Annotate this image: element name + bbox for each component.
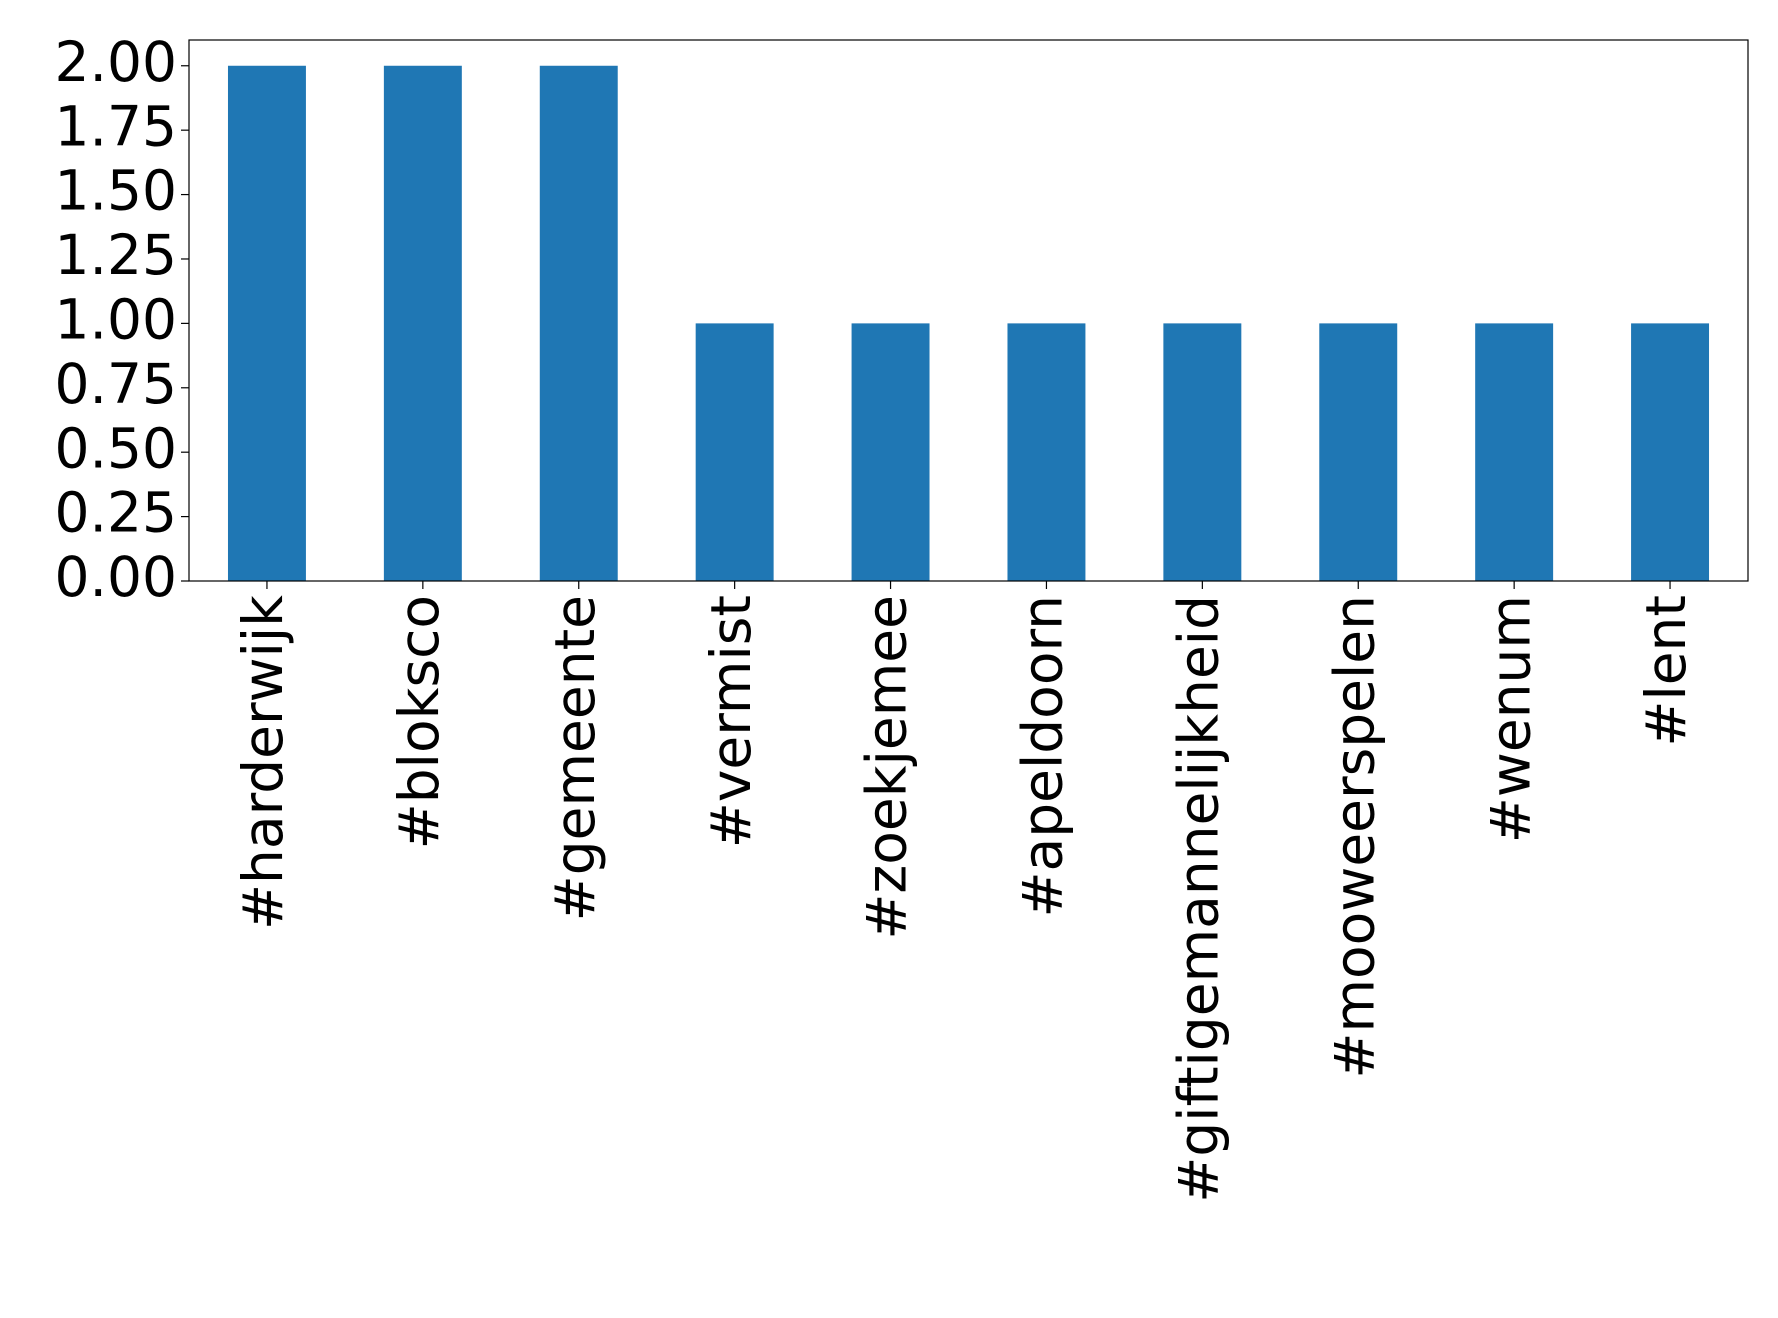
- bar: [227, 65, 306, 581]
- bar: [1319, 323, 1398, 581]
- plot-frame: [188, 39, 1749, 582]
- bar: [1007, 323, 1086, 581]
- y-tick-label: 1.00: [55, 288, 177, 352]
- x-tick-label: #mooweerspelen: [1322, 595, 1386, 1079]
- x-tick-label: #gemeente: [543, 595, 607, 921]
- bar: [1631, 323, 1710, 581]
- bar: [1163, 323, 1242, 581]
- bar: [695, 323, 774, 581]
- y-tick-label: 0.50: [55, 416, 177, 480]
- x-tick-label: #harderwijk: [231, 595, 295, 930]
- y-tick-label: 1.75: [55, 94, 177, 158]
- x-tick-label: #wenum: [1478, 595, 1542, 843]
- y-tick-label: 1.25: [55, 223, 177, 287]
- x-tick-label: #giftigemannelijkheid: [1166, 595, 1230, 1203]
- x-tick-label: #lent: [1634, 595, 1698, 747]
- bar: [1475, 323, 1554, 581]
- bar: [539, 65, 618, 581]
- bar: [383, 65, 462, 581]
- y-tick-label: 0.25: [55, 481, 177, 545]
- x-tick-label: #apeldoorn: [1011, 595, 1075, 918]
- x-tick-label: #zoekjemee: [855, 595, 919, 940]
- x-tick-label: #vermist: [699, 595, 763, 848]
- bar: [851, 323, 930, 581]
- x-tick-label: #bloksco: [387, 595, 451, 849]
- y-tick-label: 0.75: [55, 352, 177, 416]
- y-tick-label: 0.00: [55, 545, 177, 609]
- y-tick-label: 2.00: [55, 30, 177, 94]
- y-tick-label: 1.50: [55, 159, 177, 223]
